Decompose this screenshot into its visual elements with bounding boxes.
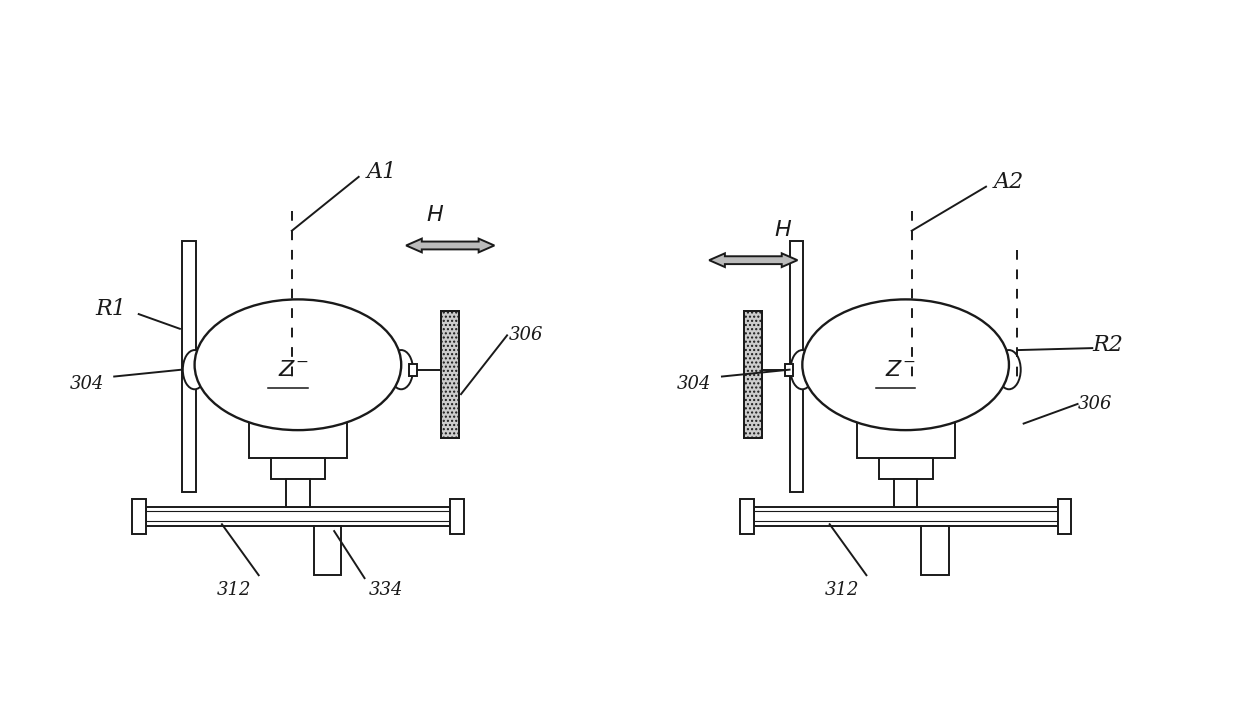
Text: 334: 334: [368, 581, 403, 599]
Polygon shape: [709, 253, 797, 267]
Bar: [921, 526, 949, 575]
Text: $Z^{\minus}$: $Z^{\minus}$: [885, 359, 916, 380]
Text: 304: 304: [69, 376, 104, 393]
Text: R1: R1: [95, 298, 126, 320]
Polygon shape: [407, 239, 495, 252]
Text: 306: 306: [510, 326, 543, 345]
Bar: [272, 458, 325, 479]
Bar: [441, 311, 459, 438]
Text: $Z^{\minus}$: $Z^{\minus}$: [278, 359, 309, 380]
Bar: [740, 499, 754, 534]
Text: 312: 312: [217, 581, 252, 599]
Text: $H$: $H$: [774, 218, 792, 241]
Bar: [450, 499, 464, 534]
Bar: [286, 479, 310, 507]
Bar: [133, 499, 146, 534]
Bar: [314, 526, 341, 575]
Text: A2: A2: [993, 171, 1024, 193]
Text: 306: 306: [1078, 395, 1112, 413]
Bar: [182, 241, 196, 492]
Ellipse shape: [389, 350, 413, 390]
Ellipse shape: [997, 350, 1021, 390]
Text: R2: R2: [1092, 334, 1123, 356]
Bar: [249, 420, 347, 458]
Text: A1: A1: [367, 161, 397, 183]
Bar: [785, 364, 792, 376]
Bar: [894, 479, 918, 507]
Bar: [790, 241, 804, 492]
Bar: [744, 311, 763, 438]
Text: $H$: $H$: [427, 204, 445, 226]
Bar: [879, 458, 932, 479]
Bar: [1058, 499, 1071, 534]
Ellipse shape: [802, 299, 1009, 430]
Bar: [857, 420, 955, 458]
Bar: [409, 364, 417, 376]
Ellipse shape: [791, 350, 815, 390]
Bar: [441, 311, 459, 438]
Bar: [754, 507, 1058, 526]
Text: 312: 312: [825, 581, 859, 599]
Bar: [744, 311, 763, 438]
Bar: [146, 507, 450, 526]
Text: 304: 304: [677, 376, 712, 393]
Ellipse shape: [195, 299, 402, 430]
Ellipse shape: [182, 350, 206, 390]
